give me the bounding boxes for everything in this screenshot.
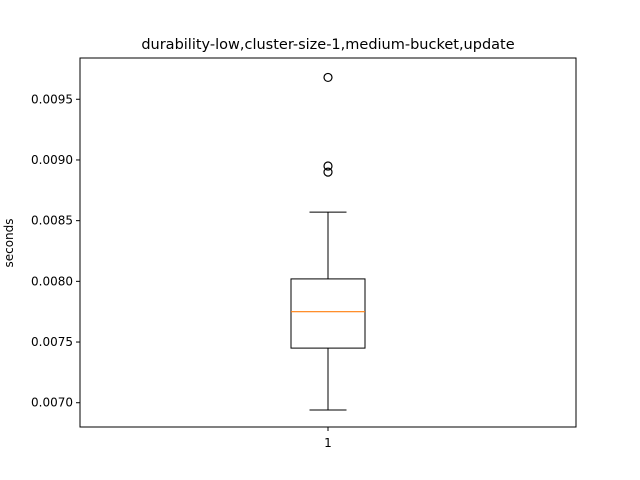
- iqr-box: [290, 278, 366, 349]
- outlier-point: [323, 161, 333, 171]
- outlier-point: [323, 72, 333, 83]
- x-tick-label: 1: [324, 436, 332, 450]
- outlier-point: [323, 167, 333, 177]
- plot-area-frame: [79, 57, 577, 428]
- y-tick-label: 0.0095: [31, 92, 73, 106]
- y-tick-label: 0.0080: [31, 274, 73, 288]
- y-tick-label: 0.0085: [31, 214, 73, 228]
- x-axis-ticks: 1: [324, 427, 332, 450]
- y-tick-label: 0.0090: [31, 153, 73, 167]
- box-series: [290, 72, 366, 411]
- y-tick-label: 0.0075: [31, 335, 73, 349]
- y-tick-label: 0.0070: [31, 396, 73, 410]
- y-axis-ticks: 0.0070 0.0075 0.0080 0.0085 0.0090 0.0095: [31, 92, 80, 410]
- chart-title: durability-low,cluster-size-1,medium-buc…: [141, 37, 514, 53]
- y-axis-label: seconds: [2, 218, 16, 267]
